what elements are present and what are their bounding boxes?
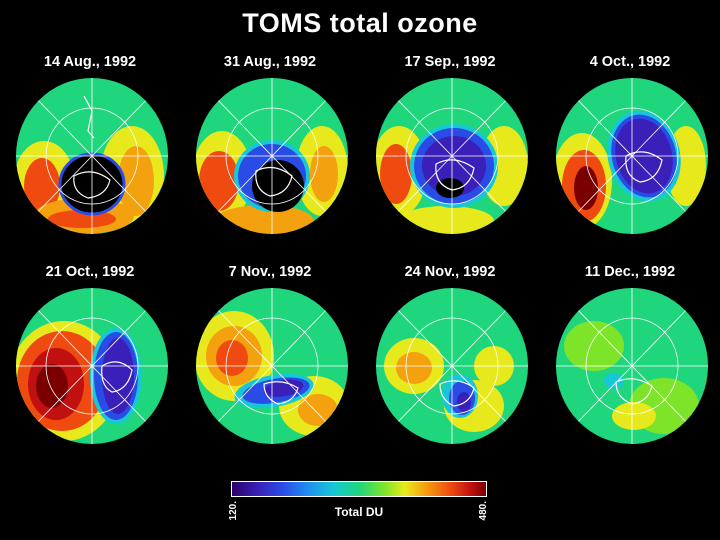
map-panel-14-aug: 14 Aug., 1992 — [0, 54, 180, 294]
ozone-globe-map — [16, 78, 168, 234]
panel-date: 4 Oct., 1992 — [589, 54, 671, 70]
ozone-colorbar-legend: 120. Total DU 480. — [228, 481, 489, 531]
map-panel-24-nov: 24 Nov., 1992 — [360, 264, 540, 504]
panel-date: 31 Aug., 1992 — [223, 54, 317, 70]
panel-date: 14 Aug., 1992 — [43, 54, 137, 70]
colorbar-max-label: 480. — [478, 501, 489, 521]
ozone-globe-map — [16, 288, 168, 444]
colorbar-label: Total DU — [334, 505, 384, 519]
map-panel-21-oct: 21 Oct., 1992 — [0, 264, 180, 504]
panel-date: 21 Oct., 1992 — [45, 264, 135, 280]
ozone-globe-map — [376, 288, 528, 444]
colorbar-gradient — [231, 481, 487, 497]
ozone-globe-map — [376, 78, 528, 234]
panel-date: 17 Sep., 1992 — [404, 54, 496, 70]
map-panel-11-dec: 11 Dec., 1992 — [540, 264, 720, 504]
ozone-globe-map — [556, 288, 708, 444]
map-panel-31-aug: 31 Aug., 1992 — [180, 54, 360, 294]
ozone-globe-map — [196, 78, 348, 234]
map-panel-4-oct: 4 Oct., 1992 — [540, 54, 720, 294]
ozone-globe-map — [196, 288, 348, 444]
ozone-globe-map — [556, 78, 708, 234]
panel-date: 7 Nov., 1992 — [228, 264, 312, 280]
panel-date: 24 Nov., 1992 — [404, 264, 496, 280]
map-panel-7-nov: 7 Nov., 1992 — [180, 264, 360, 504]
page-title: TOMS total ozone — [242, 8, 478, 38]
panel-date: 11 Dec., 1992 — [584, 264, 676, 280]
map-panel-17-sep: 17 Sep., 1992 — [360, 54, 540, 294]
